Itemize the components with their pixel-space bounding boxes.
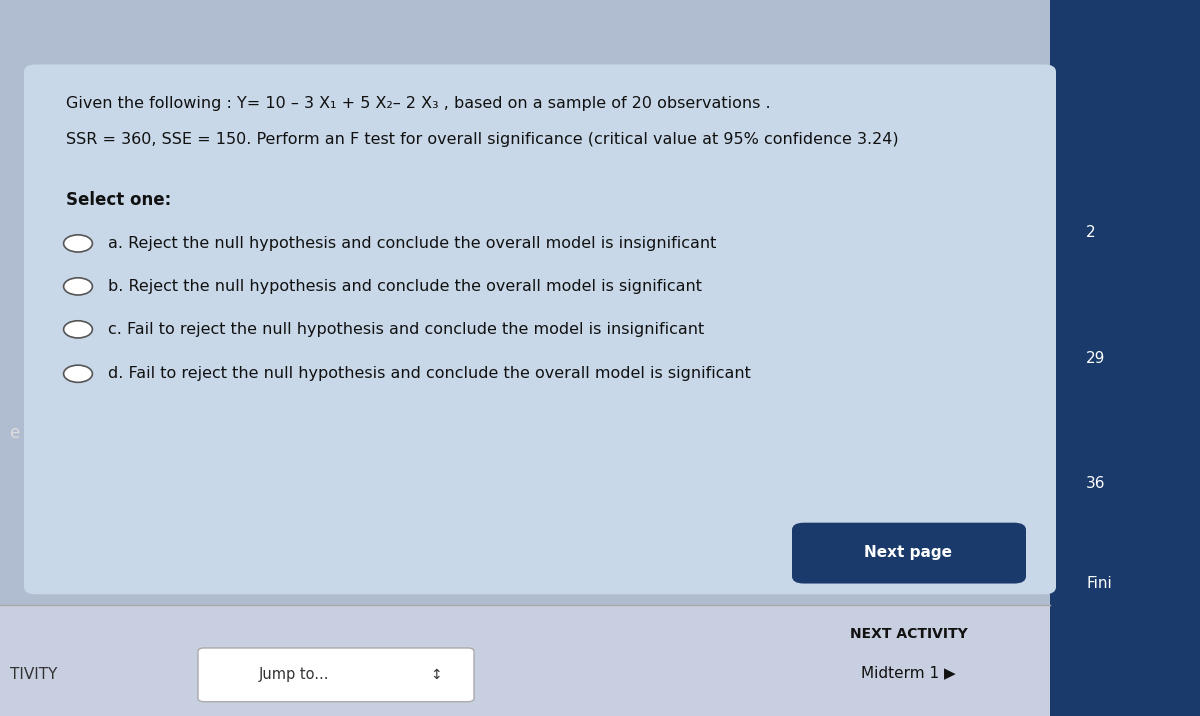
Text: Midterm 1 ▶: Midterm 1 ▶ xyxy=(862,666,955,680)
Circle shape xyxy=(64,235,92,252)
Text: Fini: Fini xyxy=(1086,576,1111,591)
Text: e: e xyxy=(10,424,20,442)
Text: a. Reject the null hypothesis and conclude the overall model is insignificant: a. Reject the null hypothesis and conclu… xyxy=(108,236,716,251)
Circle shape xyxy=(64,321,92,338)
Text: Jump to...: Jump to... xyxy=(259,667,329,682)
FancyBboxPatch shape xyxy=(198,648,474,702)
Text: Select one:: Select one: xyxy=(66,191,172,210)
Text: SSR = 360, SSE = 150. Perform an F test for overall significance (critical value: SSR = 360, SSE = 150. Perform an F test … xyxy=(66,132,899,147)
Text: ↕: ↕ xyxy=(430,667,442,682)
FancyBboxPatch shape xyxy=(24,64,1056,594)
Bar xyxy=(1050,0,1200,716)
Bar xyxy=(0,605,1050,716)
Circle shape xyxy=(64,278,92,295)
FancyBboxPatch shape xyxy=(792,523,1026,584)
Text: Given the following : Y= 10 – 3 X₁ + 5 X₂– 2 X₃ , based on a sample of 20 observ: Given the following : Y= 10 – 3 X₁ + 5 X… xyxy=(66,97,770,111)
Circle shape xyxy=(64,365,92,382)
Text: 29: 29 xyxy=(1086,351,1105,365)
Text: Next page: Next page xyxy=(864,546,953,560)
Text: 36: 36 xyxy=(1086,476,1105,490)
Text: TIVITY: TIVITY xyxy=(10,667,56,682)
Text: c. Fail to reject the null hypothesis and conclude the model is insignificant: c. Fail to reject the null hypothesis an… xyxy=(108,322,704,337)
Text: b. Reject the null hypothesis and conclude the overall model is significant: b. Reject the null hypothesis and conclu… xyxy=(108,279,702,294)
Text: 2: 2 xyxy=(1086,226,1096,240)
Text: d. Fail to reject the null hypothesis and conclude the overall model is signific: d. Fail to reject the null hypothesis an… xyxy=(108,367,751,381)
Text: NEXT ACTIVITY: NEXT ACTIVITY xyxy=(850,626,967,641)
